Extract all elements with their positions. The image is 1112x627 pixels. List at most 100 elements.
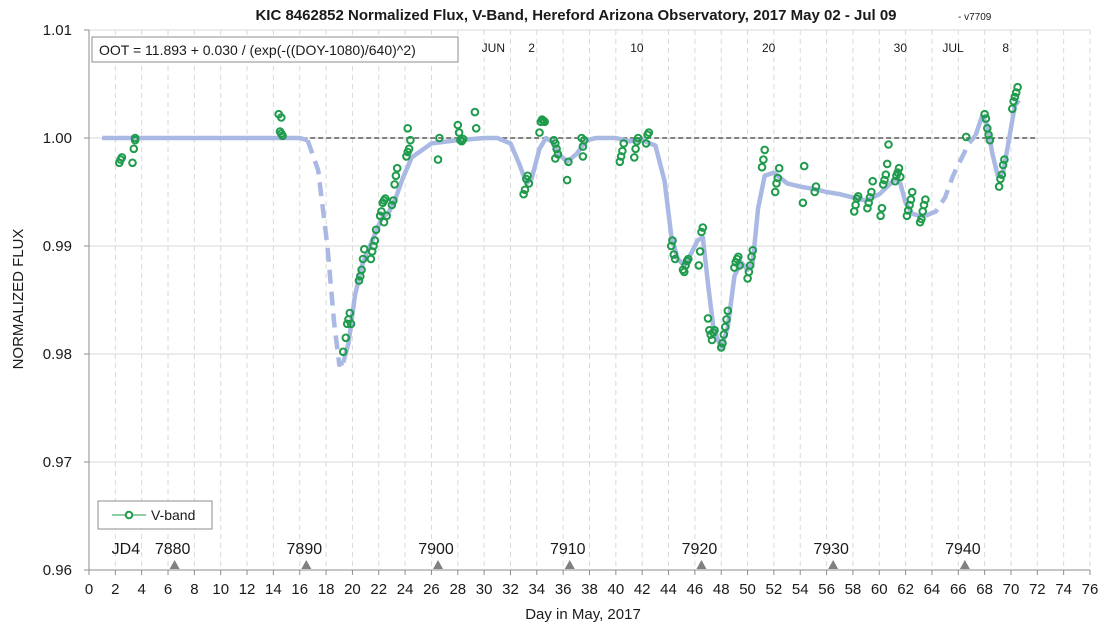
jd-label: 7930: [813, 541, 849, 558]
data-point: [564, 157, 573, 167]
data-point: [354, 276, 364, 285]
data-point: [381, 194, 390, 203]
chart-title: KIC 8462852 Normalized Flux, V-Band, Her…: [255, 7, 896, 24]
jd-label: 7880: [155, 541, 191, 558]
data-point: [894, 163, 904, 173]
x-tick-label: 70: [1003, 581, 1020, 598]
data-point: [1010, 92, 1020, 102]
x-tick-label: 58: [845, 581, 862, 598]
data-point: [723, 306, 733, 316]
month-label: JUN: [482, 41, 505, 55]
data-point: [757, 162, 767, 172]
data-point: [707, 335, 717, 345]
data-point: [694, 261, 704, 270]
data-point: [994, 182, 1004, 191]
data-point: [402, 152, 411, 161]
x-tick-label: 24: [397, 581, 414, 598]
x-tick-label: 26: [423, 581, 440, 598]
y-tick-label: 1.01: [43, 22, 72, 39]
data-point: [798, 198, 808, 208]
data-point: [716, 343, 726, 352]
data-point: [668, 236, 677, 245]
data-point: [370, 236, 380, 245]
x-tick-label: 14: [265, 581, 282, 598]
data-point: [346, 319, 356, 329]
x-tick-label: 30: [476, 581, 493, 598]
data-point: [670, 254, 680, 264]
jd-label: 7920: [682, 541, 718, 558]
data-point: [799, 161, 809, 171]
legend: V-band: [97, 500, 213, 530]
formula-box-frame: [91, 36, 459, 63]
x-tick-label: 34: [528, 581, 545, 598]
data-point: [406, 135, 415, 145]
data-point: [390, 180, 399, 189]
x-tick-label: 32: [502, 581, 519, 598]
y-tick-label: 0.98: [43, 346, 72, 363]
x-tick-labels: 0 2 4 6 8 10 12 14 16 18 20 22 24 26 28 30 32 34 36 38 40 42 4…: [85, 581, 1099, 598]
data-point: [698, 223, 708, 232]
data-point: [703, 314, 713, 323]
data-point: [719, 330, 729, 339]
x-tick-label: 22: [370, 581, 387, 598]
jd-marker-triangle: [169, 560, 180, 569]
data-point: [117, 153, 127, 162]
model-curve-solid: [102, 135, 309, 143]
x-tick-label: 8: [190, 581, 198, 598]
data-point: [454, 128, 464, 137]
data-point: [985, 135, 995, 145]
data-point: [278, 131, 287, 141]
jd-marker-triangle: [959, 560, 970, 569]
y-tick-label: 0.99: [43, 238, 72, 255]
data-point: [128, 158, 137, 168]
data-point: [371, 225, 381, 235]
data-point: [1013, 82, 1022, 92]
data-point: [868, 176, 878, 186]
data-point: [578, 152, 588, 161]
x-tick-label: 68: [976, 581, 993, 598]
data-point: [1008, 104, 1017, 114]
data-point: [579, 135, 589, 145]
data-point: [357, 265, 366, 275]
data-point: [389, 196, 398, 205]
x-tick-label: 10: [212, 581, 229, 598]
data-point: [342, 319, 352, 329]
data-point: [524, 179, 534, 188]
x-tick-label: 28: [449, 581, 466, 598]
data-point: [633, 133, 643, 143]
data-point: [759, 155, 768, 164]
x-tick-label: 42: [634, 581, 651, 598]
x-tick-label: 4: [138, 581, 146, 598]
data-point: [906, 195, 916, 204]
data-point: [523, 171, 532, 181]
x-tick-label: 20: [344, 581, 361, 598]
jd-label: 7890: [287, 541, 323, 558]
x-tick-label: 2: [111, 581, 119, 598]
formula-box: OOT = 11.893 + 0.030 / (exp(-((DOY-1080)…: [91, 36, 459, 63]
data-point: [734, 252, 743, 262]
data-point: [877, 203, 887, 213]
data-point: [345, 308, 355, 318]
model-curve-solid: [341, 135, 926, 364]
data-point: [881, 170, 891, 179]
version-tag: - v7709: [958, 12, 992, 23]
data-point: [391, 171, 401, 181]
month-label: 8: [1002, 41, 1009, 55]
model-curve-dashed: [924, 134, 978, 218]
month-label: 10: [630, 41, 644, 55]
data-point: [961, 132, 971, 142]
data-point: [770, 187, 780, 197]
data-point: [520, 185, 530, 195]
y-tick-label: 0.97: [43, 454, 72, 471]
x-tick-label: 74: [1055, 581, 1072, 598]
data-point: [404, 144, 414, 154]
jd-marker-triangle: [564, 560, 575, 569]
x-tick-label: 36: [555, 581, 572, 598]
data-point: [641, 139, 651, 148]
data-point: [535, 128, 544, 137]
data-point: [377, 207, 386, 216]
data-point: [387, 200, 397, 210]
data-point: [130, 133, 140, 143]
data-point: [684, 254, 693, 264]
